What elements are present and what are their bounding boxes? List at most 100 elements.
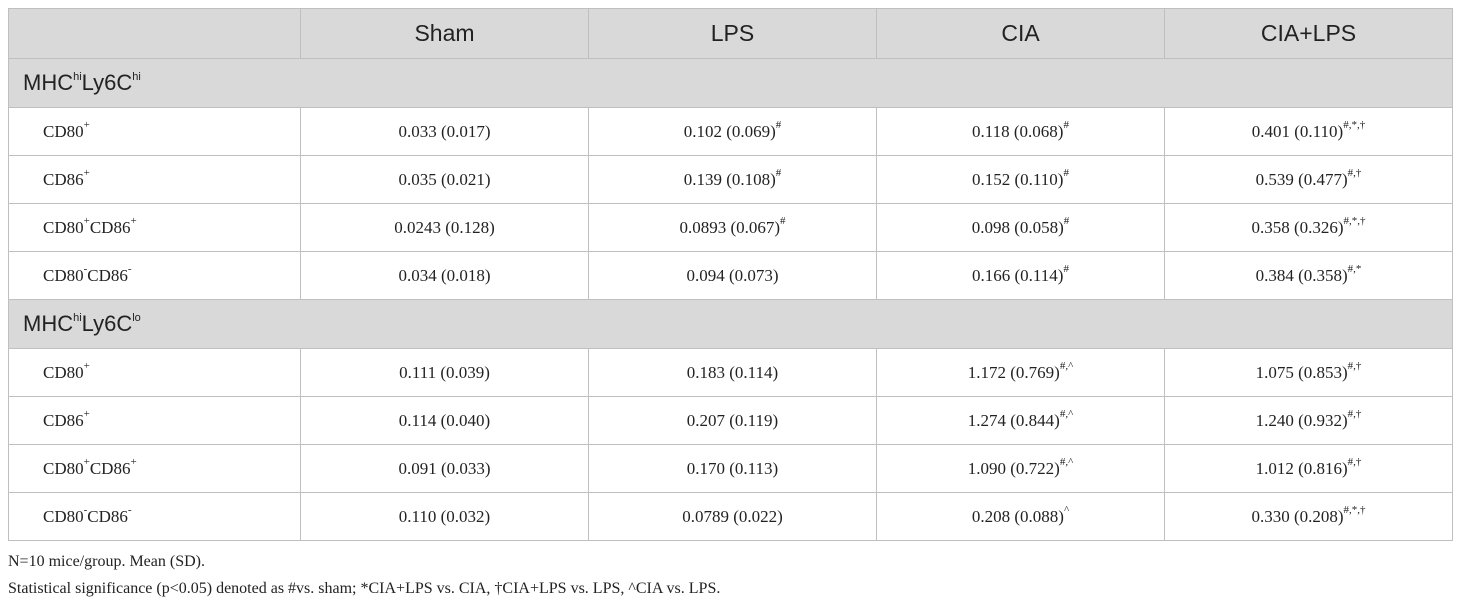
table-cell: 0.139 (0.108)# (588, 155, 877, 204)
table-body: MHChiLy6Chi CD80+ 0.033 (0.017) 0.102 (0.06… (8, 58, 1453, 541)
group-label-superscript: hi (73, 70, 82, 83)
table-header-row: Sham LPS CIA CIA+LPS (8, 8, 1453, 59)
table-cell: 1.075 (0.853)#,† (1164, 348, 1453, 397)
group-label: MHChiLy6Clo (8, 299, 1453, 349)
row-label-marker: CD80 (43, 265, 84, 285)
cell-value: 1.075 (0.853) (1255, 362, 1348, 382)
group-header-row: MHChiLy6Clo (8, 299, 1453, 349)
table-cell: 1.274 (0.844)#,^ (876, 396, 1165, 445)
group-label-superscript: hi (132, 70, 141, 83)
table-cell: 0.358 (0.326)#,*,† (1164, 203, 1453, 252)
row-label-superscript: + (83, 214, 90, 227)
cell-value: 1.012 (0.816) (1255, 458, 1348, 478)
table-cell: 0.401 (0.110)#,*,† (1164, 107, 1453, 156)
significance-marker: #,^ (1059, 455, 1074, 468)
table-cell: 0.035 (0.021) (300, 155, 589, 204)
data-table-container: Sham LPS CIA CIA+LPS MHChiLy6Chi CD80+ 0.0… (8, 8, 1453, 541)
table-cell: 0.170 (0.113) (588, 444, 877, 493)
cell-value: 1.090 (0.722) (967, 458, 1060, 478)
cell-value: 1.274 (0.844) (967, 410, 1060, 430)
cell-value: 0.033 (0.017) (398, 121, 491, 141)
footnote-sample-size: N=10 mice/group. Mean (SD). (8, 553, 205, 570)
table-row: CD80+ 0.033 (0.017) 0.102 (0.069)# 0.118 (0… (8, 107, 1453, 156)
row-label-marker: CD80 (43, 362, 84, 382)
table-cell: 0.152 (0.110)# (876, 155, 1165, 204)
group-label-superscript: lo (132, 311, 141, 324)
header-lps: LPS (588, 8, 877, 59)
cell-value: 0.330 (0.208) (1251, 506, 1344, 526)
row-label-superscript: + (83, 455, 90, 468)
header-cia: CIA (876, 8, 1165, 59)
row-label: CD80+CD86+ (8, 444, 301, 493)
table-cell: 0.0789 (0.022) (588, 492, 877, 541)
footnote-significance: Statistical significance (p<0.05) denote… (8, 580, 721, 597)
cell-value: 0.208 (0.088) (971, 506, 1064, 526)
table-cell: 0.114 (0.040) (300, 396, 589, 445)
cell-value: 0.102 (0.069) (683, 121, 776, 141)
cell-value: 0.539 (0.477) (1255, 169, 1348, 189)
table-cell: 0.330 (0.208)#,*,† (1164, 492, 1453, 541)
table-cell: 0.034 (0.018) (300, 251, 589, 300)
table-cell: 0.098 (0.058)# (876, 203, 1165, 252)
table-cell: 0.207 (0.119) (588, 396, 877, 445)
cell-value: 0.183 (0.114) (686, 362, 779, 382)
row-label-marker: CD86 (43, 169, 84, 189)
significance-marker: ^ (1063, 503, 1070, 516)
row-label: CD80-CD86- (8, 492, 301, 541)
cell-value: 0.139 (0.108) (683, 169, 776, 189)
header-corner-cell (8, 8, 301, 59)
table-row: CD80+ 0.111 (0.039) 0.183 (0.114) 1.172 (0.… (8, 348, 1453, 397)
table-cell: 0.091 (0.033) (300, 444, 589, 493)
row-label-marker: CD86 (87, 265, 128, 285)
cell-value: 0.166 (0.114) (972, 265, 1064, 285)
row-label-superscript: + (130, 455, 137, 468)
table-cell: 0.118 (0.068)# (876, 107, 1165, 156)
cell-value: 1.240 (0.932) (1255, 410, 1348, 430)
table-cell: 0.102 (0.069)# (588, 107, 877, 156)
significance-marker: #,*,† (1343, 118, 1366, 131)
row-label-superscript: + (83, 407, 90, 420)
row-label-marker: CD86 (87, 506, 128, 526)
row-label: CD86+ (8, 155, 301, 204)
significance-marker: # (775, 166, 782, 179)
row-label-superscript: - (83, 262, 88, 275)
cell-value: 0.114 (0.040) (398, 410, 491, 430)
table-cell: 0.0893 (0.067)# (588, 203, 877, 252)
significance-marker: #,^ (1059, 407, 1074, 420)
row-label: CD86+ (8, 396, 301, 445)
significance-marker: #,† (1347, 455, 1362, 468)
row-label: CD80-CD86- (8, 251, 301, 300)
row-label-superscript: + (83, 118, 90, 131)
table-cell: 0.166 (0.114)# (876, 251, 1165, 300)
significance-marker: #,^ (1059, 359, 1074, 372)
significance-marker: #,*,† (1343, 214, 1366, 227)
row-label: CD80+ (8, 348, 301, 397)
row-label: CD80+ (8, 107, 301, 156)
header-sham: Sham (300, 8, 589, 59)
row-label-superscript: + (83, 166, 90, 179)
table-cell: 0.208 (0.088)^ (876, 492, 1165, 541)
table-cell: 0.183 (0.114) (588, 348, 877, 397)
row-label-marker: CD86 (89, 458, 131, 478)
group-label-superscript: hi (73, 311, 82, 324)
significance-marker: # (780, 214, 786, 227)
significance-marker: # (1063, 118, 1069, 131)
header-cia-lps: CIA+LPS (1164, 8, 1453, 59)
cell-value: 0.0789 (0.022) (682, 506, 783, 526)
table-cell: 0.110 (0.032) (300, 492, 589, 541)
significance-marker: #,† (1347, 166, 1362, 179)
table-cell: 0.539 (0.477)#,† (1164, 155, 1453, 204)
row-label-marker: CD86 (89, 217, 131, 237)
cell-value: 0.034 (0.018) (398, 265, 491, 285)
cell-value: 0.0243 (0.128) (394, 217, 495, 237)
cell-value: 0.094 (0.073) (686, 265, 779, 285)
group-header-row: MHChiLy6Chi (8, 58, 1453, 108)
table-row: CD80-CD86- 0.034 (0.018) 0.094 (0.073) 0.16… (8, 251, 1453, 300)
cell-value: 0.207 (0.119) (686, 410, 779, 430)
cell-value: 0.091 (0.033) (398, 458, 491, 478)
row-label-superscript: - (127, 503, 132, 516)
cell-value: 0.152 (0.110) (972, 169, 1064, 189)
significance-marker: # (775, 118, 782, 131)
cell-value: 0.358 (0.326) (1251, 217, 1344, 237)
significance-marker: #,† (1347, 359, 1362, 372)
